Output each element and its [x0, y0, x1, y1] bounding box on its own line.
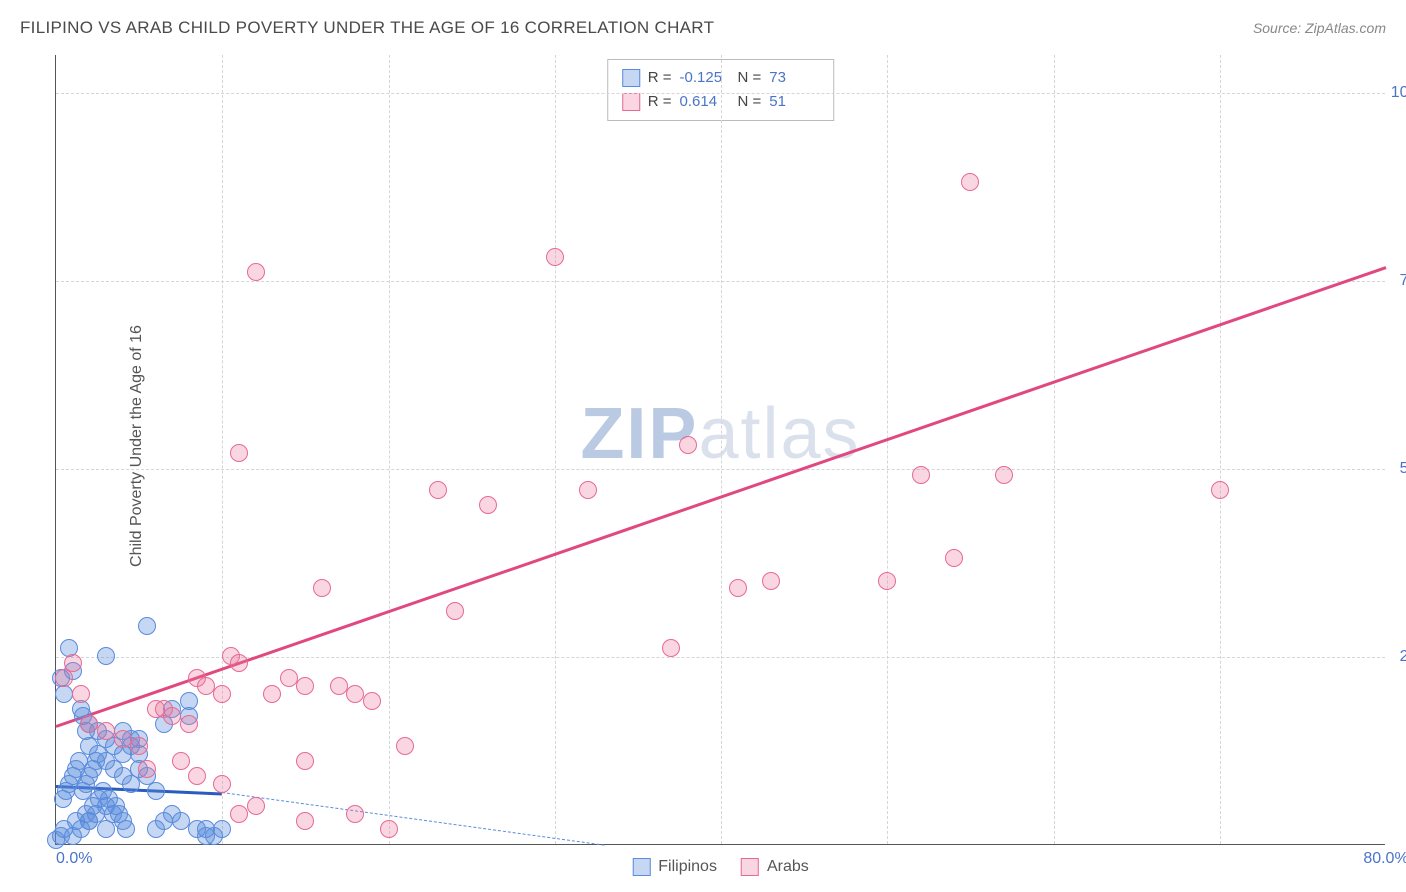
- data-point-arabs: [296, 677, 314, 695]
- chart-source: Source: ZipAtlas.com: [1253, 20, 1386, 36]
- data-point-arabs: [1211, 481, 1229, 499]
- data-point-arabs: [247, 263, 265, 281]
- data-point-arabs: [247, 797, 265, 815]
- data-point-filipinos: [197, 820, 215, 838]
- data-point-arabs: [213, 775, 231, 793]
- swatch-filipinos: [622, 69, 640, 87]
- data-point-arabs: [80, 715, 98, 733]
- plot-area: ZIPatlas R = -0.125 N = 73 R = 0.614 N =…: [55, 55, 1385, 845]
- trend-line: [222, 792, 605, 846]
- data-point-filipinos: [213, 820, 231, 838]
- data-point-arabs: [130, 737, 148, 755]
- data-point-filipinos: [97, 820, 115, 838]
- swatch-arabs: [741, 858, 759, 876]
- data-point-arabs: [961, 173, 979, 191]
- data-point-arabs: [679, 436, 697, 454]
- data-point-arabs: [296, 812, 314, 830]
- xtick-label: 0.0%: [56, 850, 92, 868]
- legend-item-arabs: Arabs: [741, 858, 809, 876]
- data-point-arabs: [579, 481, 597, 499]
- data-point-arabs: [546, 248, 564, 266]
- data-point-arabs: [995, 466, 1013, 484]
- gridline-vertical: [887, 55, 888, 844]
- data-point-arabs: [878, 572, 896, 590]
- gridline-vertical: [1220, 55, 1221, 844]
- header: FILIPINO VS ARAB CHILD POVERTY UNDER THE…: [20, 18, 1386, 38]
- data-point-arabs: [446, 602, 464, 620]
- data-point-arabs: [429, 481, 447, 499]
- data-point-arabs: [64, 654, 82, 672]
- data-point-arabs: [138, 760, 156, 778]
- data-point-arabs: [114, 730, 132, 748]
- data-point-filipinos: [117, 820, 135, 838]
- data-point-arabs: [72, 685, 90, 703]
- swatch-arabs: [622, 93, 640, 111]
- data-point-arabs: [912, 466, 930, 484]
- data-point-arabs: [729, 579, 747, 597]
- ytick-label: 75.0%: [1400, 272, 1406, 290]
- ytick-label: 100.0%: [1391, 84, 1406, 102]
- data-point-arabs: [230, 444, 248, 462]
- gridline-vertical: [721, 55, 722, 844]
- gridline-vertical: [555, 55, 556, 844]
- ytick-label: 50.0%: [1400, 460, 1406, 478]
- data-point-arabs: [172, 752, 190, 770]
- data-point-arabs: [180, 715, 198, 733]
- data-point-arabs: [188, 767, 206, 785]
- data-point-arabs: [230, 805, 248, 823]
- data-point-arabs: [662, 639, 680, 657]
- data-point-arabs: [163, 707, 181, 725]
- xtick-label: 80.0%: [1363, 850, 1406, 868]
- data-point-filipinos: [172, 812, 190, 830]
- data-point-arabs: [380, 820, 398, 838]
- legend-item-filipinos: Filipinos: [632, 858, 717, 876]
- data-point-arabs: [945, 549, 963, 567]
- data-point-arabs: [396, 737, 414, 755]
- data-point-arabs: [346, 685, 364, 703]
- ytick-label: 25.0%: [1400, 648, 1406, 666]
- chart-title: FILIPINO VS ARAB CHILD POVERTY UNDER THE…: [20, 18, 714, 38]
- data-point-arabs: [330, 677, 348, 695]
- data-point-arabs: [97, 722, 115, 740]
- data-point-arabs: [280, 669, 298, 687]
- data-point-arabs: [363, 692, 381, 710]
- data-point-filipinos: [147, 782, 165, 800]
- gridline-vertical: [222, 55, 223, 844]
- data-point-arabs: [346, 805, 364, 823]
- data-point-filipinos: [138, 617, 156, 635]
- data-point-filipinos: [80, 812, 98, 830]
- data-point-arabs: [263, 685, 281, 703]
- data-point-filipinos: [97, 647, 115, 665]
- data-point-arabs: [296, 752, 314, 770]
- gridline-vertical: [1054, 55, 1055, 844]
- data-point-filipinos: [180, 692, 198, 710]
- data-point-arabs: [762, 572, 780, 590]
- data-point-arabs: [197, 677, 215, 695]
- data-point-arabs: [230, 654, 248, 672]
- gridline-vertical: [389, 55, 390, 844]
- data-point-arabs: [213, 685, 231, 703]
- data-point-arabs: [479, 496, 497, 514]
- swatch-filipinos: [632, 858, 650, 876]
- series-legend: Filipinos Arabs: [624, 858, 816, 876]
- data-point-arabs: [313, 579, 331, 597]
